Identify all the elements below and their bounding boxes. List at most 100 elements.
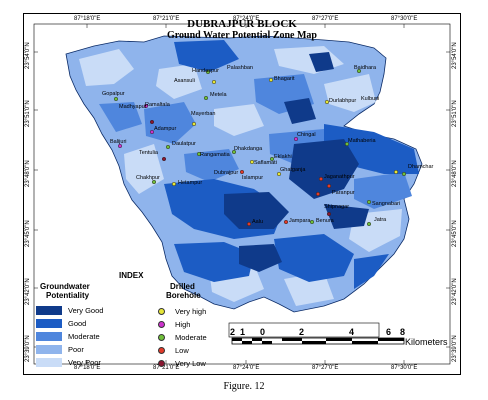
scale-number: 4 [349,327,355,337]
scale-number: 8 [400,327,406,337]
longitude-label: 87°18'0"E [74,365,101,371]
place-label: Chingal [297,132,316,138]
borehole-dot [366,221,372,227]
legend-zone-moderate: Moderate [36,332,100,341]
scale-bar-unit: Kilometers [405,337,448,347]
borehole-dot [324,99,330,105]
place-label: Paranpur [332,190,355,196]
borehole-dot [315,191,321,197]
legend-borehole-very-low: Very Low [158,359,206,368]
place-label: Gopalpur [102,91,125,97]
legend-swatch [36,332,62,341]
borehole-dot [249,159,255,165]
place-label: Ramaltala [145,102,170,108]
borehole-dot [268,77,274,83]
map-subtitle: Ground Water Potential Zone Map [166,30,317,41]
scale-number: 0 [260,327,266,337]
borehole-dot [309,219,315,225]
latitude-label: 23°54'0"N [25,42,31,69]
place-label: Tentulia [139,150,158,156]
longitude-label: 87°18'0"E [74,16,101,22]
borehole-dot [211,79,217,85]
borehole-dot [113,96,119,102]
legend-dot [158,321,165,328]
legend-borehole-high: High [158,320,190,329]
place-label: Ghatganja [280,167,306,173]
place-label: Mayerban [191,111,216,117]
map-title: DUBRAJPUR BLOCK [187,18,297,30]
legend-borehole-moderate: Moderate [158,333,207,342]
place-label: Balijuri [110,139,127,145]
borehole-dot [191,121,197,127]
longitude-label: 87°27'0"E [312,365,339,371]
longitude-label: 87°21'0"E [153,365,180,371]
legend-dot [158,347,165,354]
borehole-dot [117,143,123,149]
place-label: Palashban [227,65,253,71]
place-label: Benura [316,218,334,224]
borehole-dot [149,129,155,135]
legend-dot [158,334,165,341]
place-label: Jaganathpur [324,174,355,180]
borehole-dot [149,119,155,125]
latitude-label: 23°48'0"N [25,160,31,187]
borehole-dot [326,183,332,189]
legend-borehole-heading: Drilled Borehole [164,282,201,300]
latitude-label: 23°45'0"N [25,220,31,247]
latitude-label: 23°42'0"N [25,278,31,305]
scale-number: 2 [299,327,305,337]
borehole-dot [318,176,324,182]
scale-bar-numbers: 2 1 0 2 4 6 8 [227,327,407,337]
place-label: Islampur [242,175,264,181]
latitude-label: 23°42'0"N [452,278,458,305]
legend-swatch [36,345,62,354]
borehole-dot [165,144,171,150]
latitude-label: 23°48'0"N [452,160,458,187]
longitude-label: 87°27'0"E [312,16,339,22]
borehole-dot [293,136,299,142]
longitude-label: 87°21'0"E [153,16,180,22]
legend-swatch [36,306,62,315]
borehole-dot [356,68,362,74]
borehole-dot [196,151,202,157]
borehole-dot [161,156,167,162]
borehole-dot [283,219,289,225]
legend-swatch [36,358,62,367]
legend-zones-heading-line: Potentiality [46,291,90,300]
place-label: Rangamatia [200,152,230,158]
place-label: Chakhpur [136,175,160,181]
legend-label: Moderate [175,333,207,342]
legend-label: Very Low [175,359,206,368]
scale-number: 6 [386,327,392,337]
latitude-label: 23°45'0"N [452,220,458,247]
place-label: Sangnabari [372,201,401,207]
borehole-dot [205,69,211,75]
longitude-label: 87°24'0"E [233,16,260,22]
latitude-label: 23°39'0"N [25,335,31,362]
borehole-dot [231,149,237,155]
place-label: Eklakhi [274,154,292,160]
borehole-dot [401,171,407,177]
borehole-dot [276,171,282,177]
borehole-dot [269,156,275,162]
place-label: Madhyapur [119,104,147,110]
place-label: Metela [210,92,227,98]
borehole-dot [171,181,177,187]
legend-label: Poor [68,345,84,354]
legend-zones-heading: Groundwater Potentiality [40,282,90,300]
place-label: Asansuli [174,78,195,84]
place-label: Dubrajpur [214,170,239,176]
borehole-dot [393,169,399,175]
latitude-label: 23°54'0"N [452,42,458,69]
legend-zones-heading-line: Groundwater [40,282,90,291]
legend-label: Good [68,319,87,328]
scale-number: 2 [230,327,236,337]
place-label: Daulatpur [172,141,196,147]
place-label: Adampur [154,126,177,132]
place-label: Saflamati [254,160,277,166]
legend-swatch [36,319,62,328]
borehole-dot [143,103,149,109]
borehole-dot [326,211,332,217]
map-canvas [33,23,451,365]
figure-caption: Figure. 12 [223,381,265,392]
